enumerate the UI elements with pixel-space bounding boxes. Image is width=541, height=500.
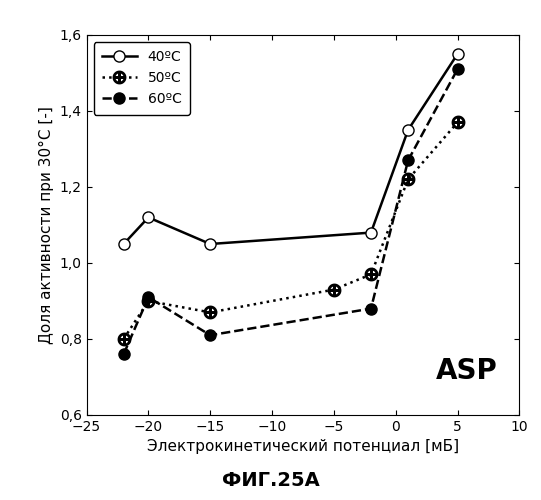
60ºC — [405, 158, 411, 164]
Line: 50ºC: 50ºC — [117, 116, 464, 345]
X-axis label: Электрокинетический потенциал [мБ]: Электрокинетический потенциал [мБ] — [147, 440, 459, 454]
60ºC — [207, 332, 214, 338]
40ºC — [145, 214, 151, 220]
40ºC — [121, 241, 127, 247]
50ºC — [145, 298, 151, 304]
50ºC — [454, 120, 461, 126]
50ºC — [405, 176, 411, 182]
50ºC — [331, 286, 337, 292]
Text: ASP: ASP — [436, 356, 498, 384]
50ºC — [121, 336, 127, 342]
Line: 60ºC: 60ºC — [118, 64, 463, 360]
40ºC — [454, 51, 461, 57]
Legend: 40ºC, 50ºC, 60ºC: 40ºC, 50ºC, 60ºC — [94, 42, 190, 115]
60ºC — [121, 351, 127, 357]
40ºC — [207, 241, 214, 247]
40ºC — [405, 127, 411, 133]
60ºC — [145, 294, 151, 300]
Text: ФИГ.25A: ФИГ.25A — [222, 471, 319, 490]
Line: 40ºC: 40ºC — [118, 48, 463, 250]
60ºC — [368, 306, 374, 312]
50ºC — [207, 310, 214, 316]
50ºC — [368, 272, 374, 278]
Y-axis label: Доля активности при 30°C [-]: Доля активности при 30°C [-] — [39, 106, 54, 344]
40ºC — [368, 230, 374, 235]
60ºC — [454, 66, 461, 72]
